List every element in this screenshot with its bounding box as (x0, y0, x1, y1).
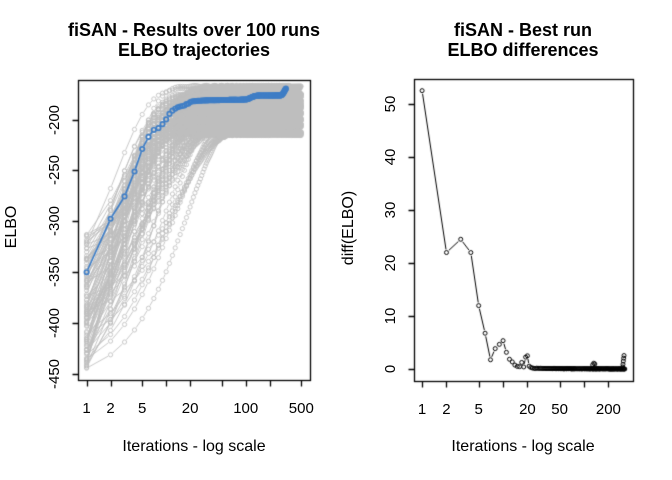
left-y-tick-label--450: -450 (46, 358, 63, 389)
right-x-tick-label-20: 20 (519, 401, 536, 418)
left-plot-title: fiSAN - Results over 100 runs ELBO traje… (34, 20, 354, 60)
right-x-tick-label-200: 200 (595, 401, 621, 418)
left-plot-title-line2: ELBO trajectories (117, 40, 271, 60)
left-y-tick-label--200: -200 (46, 104, 63, 135)
left-x-tick-label-2: 2 (106, 400, 115, 417)
right-plot-title-line2: ELBO differences (447, 40, 599, 60)
right-x-tick-label-2: 2 (442, 401, 451, 418)
right-y-tick-label-50: 50 (382, 95, 399, 113)
right-x-tick-label-1: 1 (417, 401, 427, 418)
right-plot-title-line1: fiSAN - Best run (453, 20, 592, 40)
right-y-tick-label-0: 0 (382, 365, 399, 374)
left-y-tick-label--300: -300 (46, 206, 63, 237)
left-y-tick-label--250: -250 (46, 155, 63, 186)
left-y-tick-label--350: -350 (46, 257, 63, 288)
right-x-tick-label-50: 50 (551, 401, 568, 418)
left-x-axis-label: Iterations - log scale (122, 438, 266, 455)
left-y-axis-label: ELBO (3, 205, 20, 249)
right-y-tick-label-40: 40 (382, 148, 399, 166)
right-plot-title: fiSAN - Best run ELBO differences (363, 20, 672, 60)
right-x-tick-label-5: 5 (474, 401, 483, 418)
right-y-tick-label-20: 20 (382, 254, 399, 272)
left-x-tick-label-100: 100 (233, 400, 259, 417)
left-y-tick-label--400: -400 (46, 308, 63, 339)
right-y-tick-label-30: 30 (382, 201, 399, 219)
left-x-tick-label-5: 5 (138, 400, 147, 417)
left-x-tick-label-500: 500 (288, 400, 314, 417)
right-y-tick-label-10: 10 (382, 307, 399, 325)
left-plot-title-line1: fiSAN - Results over 100 runs (67, 20, 321, 40)
left-x-tick-label-20: 20 (181, 400, 199, 417)
right-x-axis-label: Iterations - log scale (451, 438, 595, 455)
left-x-tick-label-1: 1 (82, 400, 91, 417)
right-y-axis-label: diff(ELBO) (340, 190, 357, 266)
